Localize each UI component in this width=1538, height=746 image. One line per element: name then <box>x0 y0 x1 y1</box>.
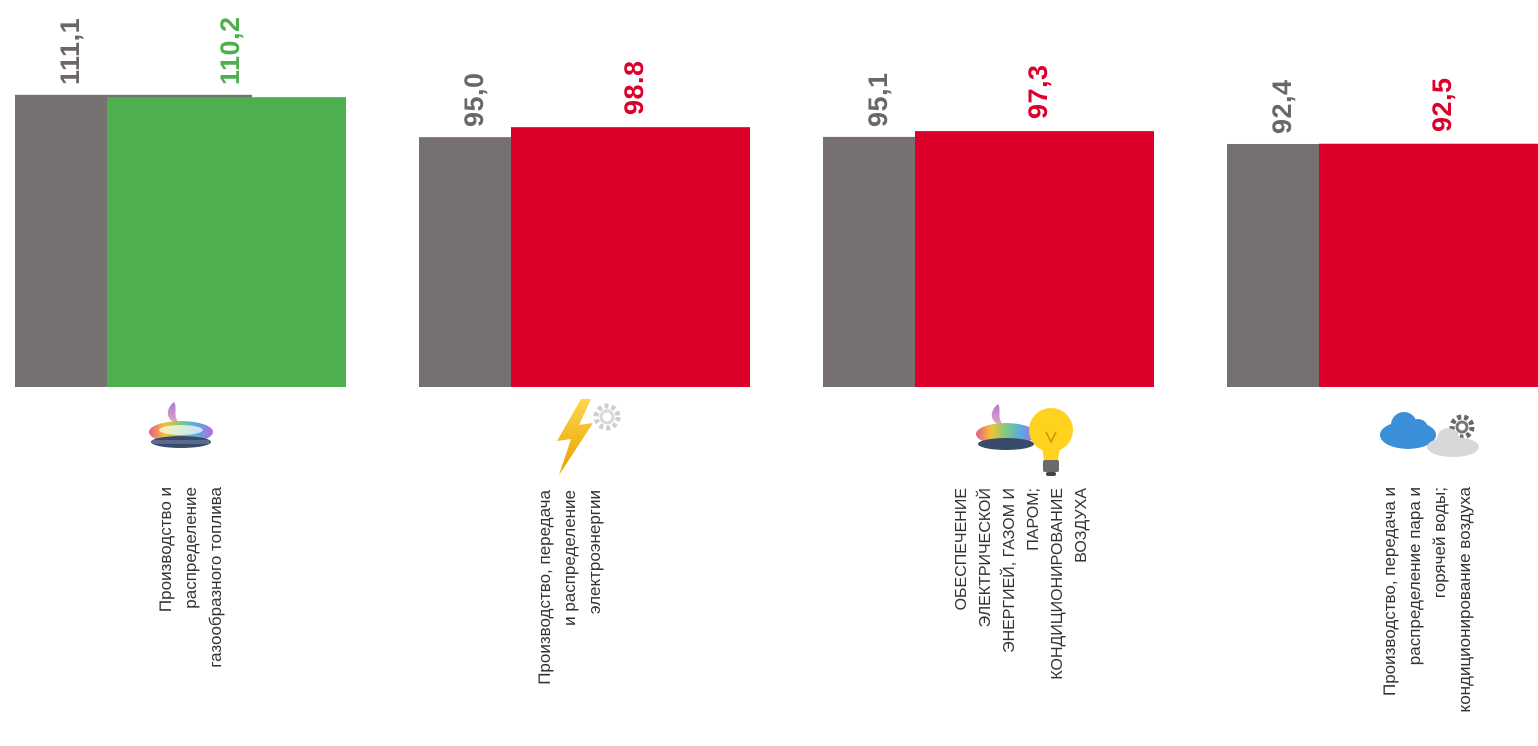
bar-current-supply <box>915 131 1154 387</box>
bar-current-electricity <box>511 127 750 387</box>
gas-burner-icon <box>149 402 213 448</box>
lightning-gear-icon <box>557 399 621 475</box>
value-label-current-electricity: 98.8 <box>619 60 649 116</box>
category-label-supply: ОБЕСПЕЧЕНИЕ ЭЛЕКТРИЧЕСКОЙ ЭНЕРГИЕЙ, ГАЗО… <box>953 488 1090 680</box>
value-label-previous-steam: 92,4 <box>1267 79 1297 134</box>
category-label-steam: Производство, передача и распределение п… <box>1380 487 1474 713</box>
cloud-gear-icon <box>1380 412 1479 457</box>
value-label-current-steam: 92,5 <box>1427 77 1457 132</box>
value-label-previous-electricity: 95,0 <box>459 72 489 128</box>
category-label-electricity: Производство, передача и распределение э… <box>535 490 604 685</box>
category-label-gas: Производство и распределение газообразно… <box>156 487 225 668</box>
value-label-current-gas: 110,2 <box>215 16 245 86</box>
bars-group <box>15 94 1538 387</box>
value-label-current-supply: 97,3 <box>1023 64 1053 120</box>
burner-lightbulb-icon <box>976 404 1073 476</box>
bar-current-steam <box>1319 143 1538 387</box>
value-label-previous-gas: 111,1 <box>55 17 85 85</box>
value-label-previous-supply: 95,1 <box>863 72 893 127</box>
bar-current-gas <box>107 97 346 387</box>
